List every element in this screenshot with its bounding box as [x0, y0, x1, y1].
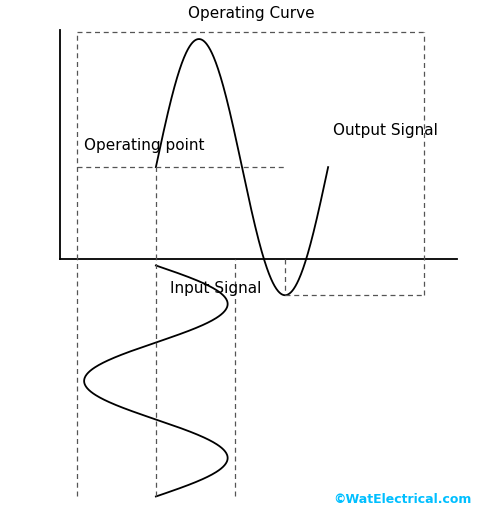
- Text: Operating point: Operating point: [84, 139, 205, 153]
- Text: Operating Curve: Operating Curve: [188, 6, 315, 21]
- Text: Input Signal: Input Signal: [170, 281, 262, 296]
- Text: ©WatElectrical.com: ©WatElectrical.com: [333, 492, 471, 506]
- Text: Output Signal: Output Signal: [333, 123, 438, 138]
